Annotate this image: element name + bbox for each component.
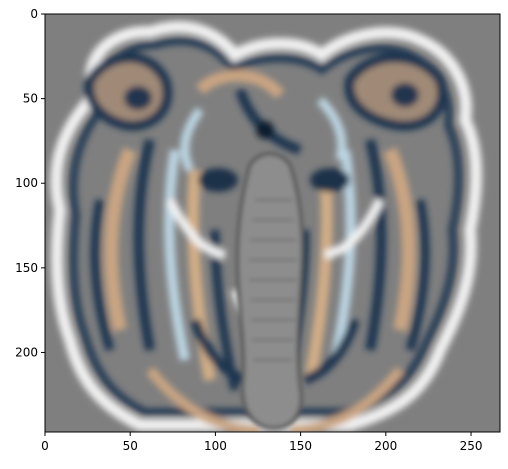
y-tick-label: 0 [30, 7, 38, 21]
x-axis: 0 50 100 150 200 250 [41, 432, 482, 453]
y-tick-label: 200 [15, 345, 38, 359]
x-tick-label: 200 [374, 439, 397, 453]
forehead-dark-spot [256, 121, 274, 139]
right-ear-inner [391, 83, 419, 107]
x-tick-label: 250 [460, 439, 483, 453]
x-tick-label: 50 [123, 439, 138, 453]
x-tick-label: 0 [41, 439, 49, 453]
right-eye [310, 168, 350, 192]
y-tick-label: 100 [15, 176, 38, 190]
filtered-image [45, 14, 500, 432]
left-eye [198, 168, 238, 192]
y-axis: 0 50 100 150 200 [15, 7, 45, 359]
y-tick-label: 50 [23, 92, 38, 106]
y-tick-label: 150 [15, 261, 38, 275]
x-tick-label: 150 [289, 439, 312, 453]
x-tick-label: 100 [204, 439, 227, 453]
left-ear-inner [124, 86, 152, 110]
trunk [238, 154, 303, 428]
